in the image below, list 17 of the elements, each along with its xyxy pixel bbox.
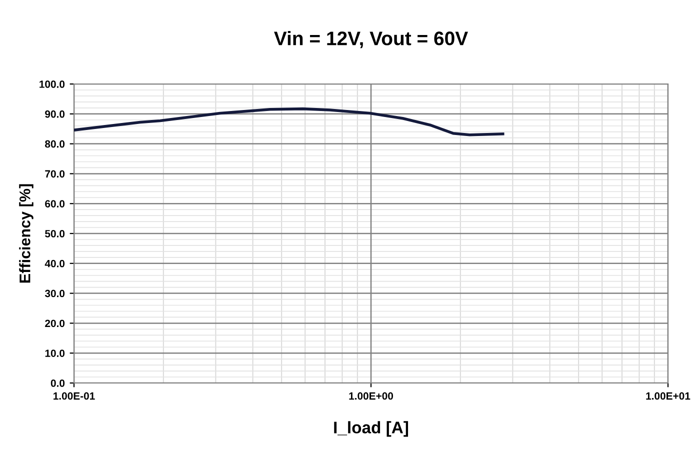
x-tick-label: 1.00E+01 [646, 392, 690, 400]
chart-title: Vin = 12V, Vout = 60V [274, 31, 468, 48]
y-tick-label: 60.0 [45, 200, 65, 208]
y-tick-label: 0.0 [50, 380, 65, 387]
y-tick-label: 20.0 [45, 320, 65, 328]
x-tick-label: 1.00E-01 [54, 392, 95, 400]
y-tick-label: 80.0 [45, 140, 65, 148]
y-tick-label: 90.0 [45, 110, 65, 118]
y-tick-label: 10.0 [45, 350, 65, 357]
y-tick-label: 50.0 [45, 230, 65, 238]
y-tick-label: 30.0 [44, 290, 65, 298]
y-axis-title: Efficiency [%] [19, 184, 34, 283]
y-tick-label: 70.0 [45, 170, 65, 178]
y-tick-label: 100.0 [40, 80, 65, 88]
x-tick-label: 1.00E+00 [349, 392, 394, 400]
x-axis-title: I_load [A] [334, 421, 408, 437]
y-tick-label: 40.0 [44, 260, 65, 268]
